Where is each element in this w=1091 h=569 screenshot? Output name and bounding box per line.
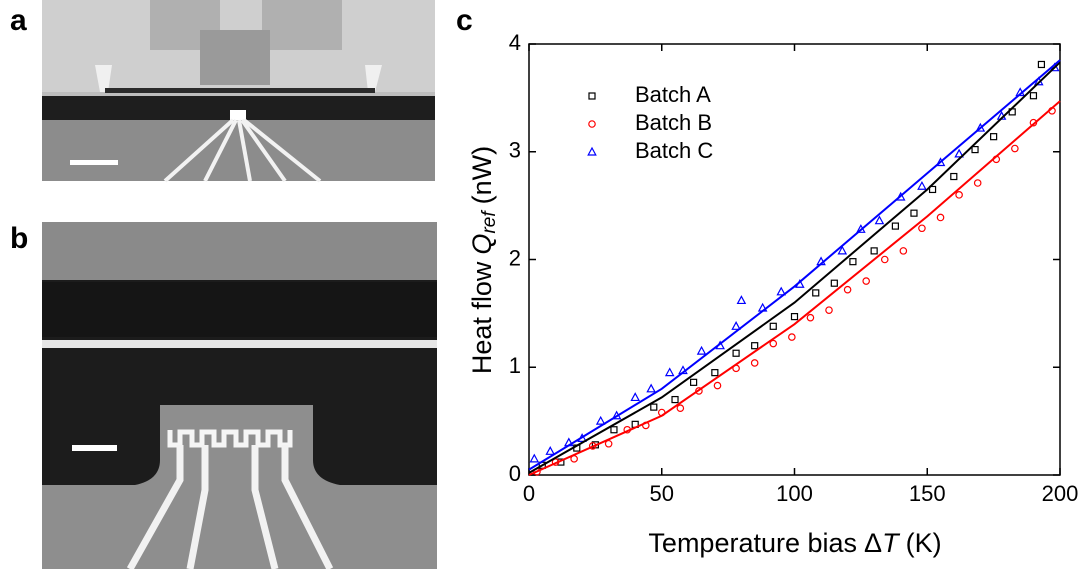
marker-triangle <box>736 295 747 305</box>
x-tick-label: 200 <box>1042 481 1079 506</box>
legend-label: Batch A <box>635 82 711 107</box>
x-axis-label: Temperature bias ΔT (K) <box>648 528 941 558</box>
y-tick-label: 1 <box>509 353 521 378</box>
marker-circle <box>806 313 815 322</box>
marker-square <box>830 279 838 287</box>
fit-line <box>528 59 1061 471</box>
marker-square <box>891 222 899 230</box>
marker-circle <box>713 381 722 390</box>
marker-triangle <box>837 245 848 255</box>
marker-circle <box>769 339 778 348</box>
marker-circle <box>973 179 982 187</box>
panel-label: c <box>456 4 473 37</box>
y-tick-label: 4 <box>509 30 521 55</box>
marker-square <box>650 403 658 411</box>
marker-circle <box>604 439 613 448</box>
sem-image-a <box>42 0 435 183</box>
marker-square <box>1029 92 1038 100</box>
marker-circle <box>1011 144 1019 153</box>
y-label-text: Heat flow <box>467 261 497 374</box>
marker-square <box>849 258 857 266</box>
panel-label: b <box>10 222 28 255</box>
marker-square <box>790 313 799 321</box>
fit-line <box>528 61 1061 474</box>
panel-label: a <box>10 4 27 37</box>
marker-triangle <box>954 148 964 158</box>
marker-square <box>751 342 759 350</box>
marker-square <box>711 369 719 377</box>
fit-line <box>528 100 1061 476</box>
y-label-unit: (nW) <box>467 146 497 204</box>
marker-square <box>910 209 918 217</box>
x-label-symbol: T <box>882 528 901 558</box>
sem-image-b <box>42 222 437 569</box>
marker-triangle <box>917 180 927 190</box>
marker-square <box>769 322 777 330</box>
marker-triangle <box>595 415 606 425</box>
marker-circle <box>918 224 926 233</box>
x-label-text: Temperature bias <box>648 528 857 558</box>
marker-circle <box>588 120 596 128</box>
marker-square <box>671 395 679 404</box>
marker-circle <box>880 255 889 264</box>
marker-triangle <box>587 146 597 156</box>
legend-label: Batch B <box>635 110 712 135</box>
marker-triangle <box>630 392 641 402</box>
marker-square <box>610 426 618 434</box>
y-axis-label: Heat flow Qref (nW) <box>467 146 500 374</box>
marker-triangle <box>664 367 675 377</box>
marker-triangle <box>731 321 741 330</box>
marker-triangle <box>545 446 556 455</box>
legend-label: Batch C <box>635 138 713 163</box>
x-tick-label: 150 <box>909 481 946 506</box>
x-label-delta: Δ <box>864 528 882 558</box>
marker-circle <box>695 387 703 395</box>
marker-triangle <box>776 286 787 296</box>
marker-square <box>870 247 878 255</box>
marker-circle <box>843 285 852 294</box>
y-tick-label: 0 <box>509 461 521 486</box>
marker-triangle <box>646 383 656 393</box>
plot-frame <box>528 43 1061 476</box>
marker-circle <box>955 191 963 199</box>
marker-circle <box>788 333 796 341</box>
x-label-unit: (K) <box>906 528 942 558</box>
marker-circle <box>862 277 870 285</box>
marker-square <box>732 349 740 357</box>
marker-square <box>690 378 698 386</box>
x-tick-label: 0 <box>523 481 535 506</box>
marker-circle <box>825 306 833 314</box>
marker-triangle <box>935 157 946 167</box>
marker-triangle <box>696 345 707 355</box>
marker-square <box>1037 60 1046 69</box>
y-tick-label: 3 <box>509 138 521 163</box>
marker-square <box>588 92 596 100</box>
marker-circle <box>750 359 759 367</box>
x-tick-label: 50 <box>650 481 674 506</box>
marker-square <box>990 133 998 141</box>
marker-square <box>812 289 820 297</box>
marker-circle <box>899 247 908 255</box>
x-tick-label: 100 <box>776 481 813 506</box>
marker-circle <box>676 404 685 412</box>
marker-triangle <box>529 453 540 463</box>
marker-circle <box>936 213 945 222</box>
marker-square <box>928 185 937 194</box>
marker-triangle <box>874 215 885 225</box>
marker-square <box>971 145 979 154</box>
marker-square <box>950 172 958 181</box>
y-tick-label: 2 <box>509 245 521 270</box>
y-label-subscript: ref <box>479 210 500 234</box>
y-label-symbol: Q <box>467 234 497 255</box>
